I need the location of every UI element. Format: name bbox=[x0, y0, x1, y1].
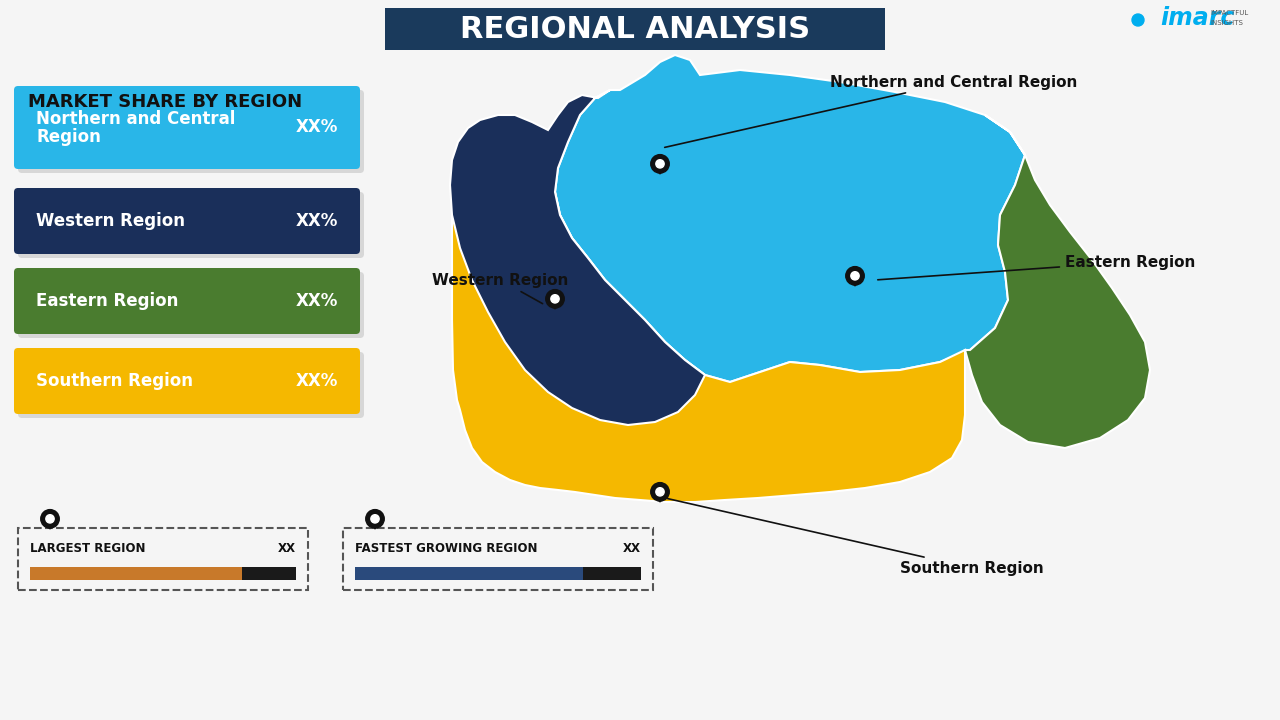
FancyBboxPatch shape bbox=[18, 352, 364, 418]
Text: Eastern Region: Eastern Region bbox=[36, 292, 178, 310]
Text: Southern Region: Southern Region bbox=[668, 499, 1043, 575]
FancyBboxPatch shape bbox=[582, 567, 641, 580]
Polygon shape bbox=[654, 166, 666, 174]
Text: XX: XX bbox=[278, 541, 296, 554]
Text: imarc: imarc bbox=[1160, 6, 1234, 30]
Circle shape bbox=[545, 289, 564, 308]
Text: XX%: XX% bbox=[296, 292, 338, 310]
Polygon shape bbox=[849, 278, 861, 286]
Polygon shape bbox=[556, 55, 1025, 382]
Circle shape bbox=[655, 160, 664, 168]
Circle shape bbox=[655, 487, 664, 496]
Text: FASTEST GROWING REGION: FASTEST GROWING REGION bbox=[355, 541, 538, 554]
FancyBboxPatch shape bbox=[14, 86, 360, 169]
FancyBboxPatch shape bbox=[343, 528, 653, 590]
Circle shape bbox=[550, 294, 559, 303]
FancyBboxPatch shape bbox=[242, 567, 296, 580]
Circle shape bbox=[650, 155, 669, 173]
Polygon shape bbox=[44, 521, 56, 529]
Text: XX: XX bbox=[623, 541, 641, 554]
Text: XX%: XX% bbox=[296, 119, 338, 137]
FancyBboxPatch shape bbox=[385, 8, 884, 50]
Text: INSIGHTS: INSIGHTS bbox=[1210, 20, 1243, 26]
Text: Western Region: Western Region bbox=[36, 212, 186, 230]
Text: REGIONAL ANALYSIS: REGIONAL ANALYSIS bbox=[460, 14, 810, 43]
Text: MARKET SHARE BY REGION: MARKET SHARE BY REGION bbox=[28, 93, 302, 111]
Polygon shape bbox=[965, 115, 1149, 448]
Text: Eastern Region: Eastern Region bbox=[878, 254, 1196, 280]
Text: XX%: XX% bbox=[296, 372, 338, 390]
Text: IMPACTFUL: IMPACTFUL bbox=[1210, 10, 1248, 16]
Text: Western Region: Western Region bbox=[433, 272, 568, 304]
Circle shape bbox=[366, 510, 384, 528]
Circle shape bbox=[650, 482, 669, 501]
FancyBboxPatch shape bbox=[14, 268, 360, 334]
Circle shape bbox=[851, 271, 859, 280]
Polygon shape bbox=[369, 521, 381, 529]
Polygon shape bbox=[452, 192, 965, 502]
Circle shape bbox=[41, 510, 59, 528]
FancyBboxPatch shape bbox=[355, 567, 582, 580]
FancyBboxPatch shape bbox=[18, 528, 308, 590]
FancyBboxPatch shape bbox=[14, 348, 360, 414]
Polygon shape bbox=[654, 494, 666, 502]
Polygon shape bbox=[451, 90, 705, 425]
FancyBboxPatch shape bbox=[18, 192, 364, 258]
Polygon shape bbox=[549, 301, 561, 309]
FancyBboxPatch shape bbox=[18, 272, 364, 338]
FancyBboxPatch shape bbox=[29, 567, 242, 580]
Circle shape bbox=[1132, 14, 1144, 26]
Text: Region: Region bbox=[36, 128, 101, 146]
Text: Northern and Central Region: Northern and Central Region bbox=[664, 74, 1078, 148]
Circle shape bbox=[46, 515, 54, 523]
Text: Southern Region: Southern Region bbox=[36, 372, 193, 390]
Circle shape bbox=[371, 515, 379, 523]
Text: LARGEST REGION: LARGEST REGION bbox=[29, 541, 146, 554]
FancyBboxPatch shape bbox=[14, 188, 360, 254]
FancyBboxPatch shape bbox=[18, 90, 364, 173]
Text: Northern and Central: Northern and Central bbox=[36, 109, 236, 127]
Circle shape bbox=[846, 266, 864, 285]
Text: XX%: XX% bbox=[296, 212, 338, 230]
